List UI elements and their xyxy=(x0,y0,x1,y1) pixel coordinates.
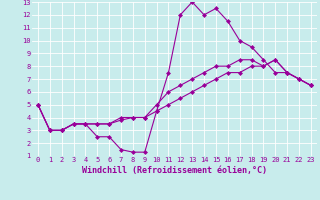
X-axis label: Windchill (Refroidissement éolien,°C): Windchill (Refroidissement éolien,°C) xyxy=(82,166,267,175)
